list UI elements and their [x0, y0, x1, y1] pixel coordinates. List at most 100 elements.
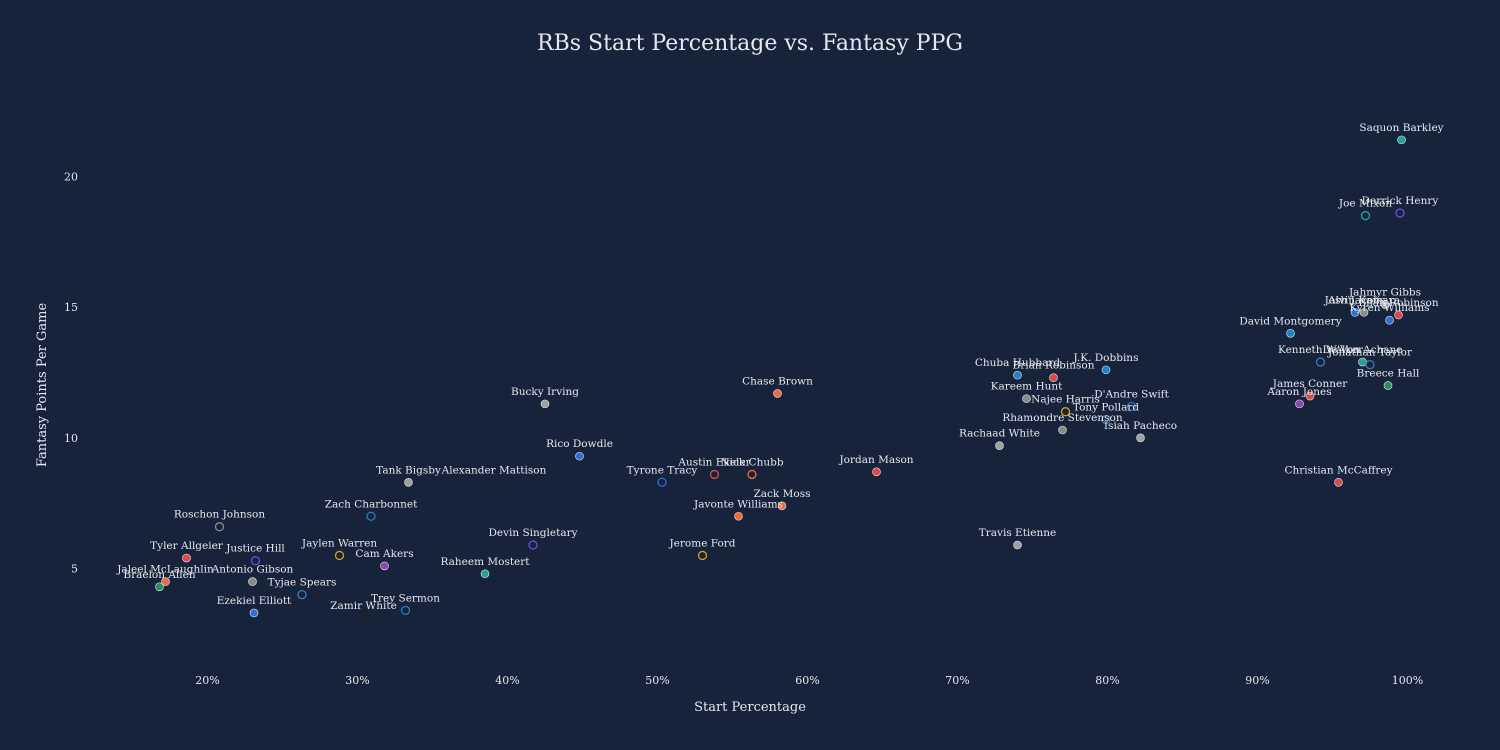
- data-point-label: Kyren Williams: [1349, 302, 1429, 314]
- data-point-label: Kareem Hunt: [991, 381, 1064, 393]
- data-point-label: Bucky Irving: [511, 386, 579, 398]
- x-tick-label: 40%: [495, 674, 519, 687]
- data-point[interactable]: [697, 550, 708, 561]
- data-point-label: Kenneth Walker: [1278, 344, 1364, 356]
- data-point-label: Braelon Allen: [123, 569, 196, 581]
- data-point[interactable]: [182, 553, 191, 563]
- data-point[interactable]: [734, 511, 743, 521]
- data-point[interactable]: [214, 522, 225, 532]
- data-point[interactable]: [657, 477, 667, 487]
- data-point[interactable]: [709, 469, 720, 480]
- data-point[interactable]: [995, 441, 1004, 450]
- data-point[interactable]: [1360, 211, 1371, 221]
- data-point[interactable]: [380, 561, 389, 571]
- data-point[interactable]: [1358, 357, 1367, 367]
- data-point[interactable]: [249, 608, 259, 618]
- data-point[interactable]: [489, 477, 499, 487]
- data-point[interactable]: [248, 577, 257, 586]
- data-point-label: Justice Hill: [225, 543, 285, 555]
- data-point-label: Tank Bigsby: [376, 464, 441, 476]
- data-point[interactable]: [1350, 308, 1360, 317]
- x-tick-label: 30%: [345, 674, 369, 687]
- y-axis-title: Fantasy Points Per Game: [35, 303, 50, 468]
- data-point-label: Christian McCaffrey: [1284, 464, 1392, 476]
- data-point-label: Ezekiel Elliott: [217, 595, 292, 607]
- data-point[interactable]: [1101, 414, 1111, 425]
- data-point[interactable]: [1397, 135, 1406, 145]
- data-point-label: Aaron Jones: [1266, 386, 1331, 398]
- data-point-label: Alexander Mattison: [441, 464, 547, 476]
- data-point-label: Tyler Allgeier: [150, 540, 224, 552]
- data-point[interactable]: [1013, 370, 1022, 380]
- data-point[interactable]: [1136, 433, 1145, 443]
- data-point[interactable]: [1058, 425, 1067, 435]
- data-point[interactable]: [1359, 308, 1369, 317]
- data-point[interactable]: [1334, 477, 1343, 487]
- data-point[interactable]: [400, 605, 411, 615]
- data-point-label: Jaylen Warren: [301, 537, 377, 549]
- data-point[interactable]: [250, 556, 261, 566]
- data-point-label: Joe Mixon: [1338, 198, 1392, 210]
- data-point[interactable]: [773, 389, 782, 398]
- data-point[interactable]: [1286, 328, 1295, 338]
- data-point[interactable]: [1395, 208, 1405, 218]
- data-point[interactable]: [1013, 540, 1022, 550]
- data-point-label: Rhamondre Stevenson: [1002, 412, 1123, 424]
- data-point-label: Brian Robinson: [1013, 360, 1095, 372]
- data-point[interactable]: [1365, 360, 1375, 370]
- data-point[interactable]: [297, 590, 307, 600]
- data-point-label: Devin Singletary: [488, 527, 577, 539]
- data-point-label: Rico Dowdle: [546, 438, 613, 450]
- x-tick-label: 100%: [1392, 674, 1423, 687]
- data-point[interactable]: [1126, 401, 1137, 412]
- data-point-label: Travis Etienne: [979, 527, 1057, 539]
- data-point-label: James Conner: [1272, 378, 1348, 390]
- data-point[interactable]: [1383, 381, 1393, 390]
- data-point[interactable]: [540, 399, 550, 409]
- data-point[interactable]: [1101, 365, 1111, 375]
- data-point-label: Austin Ekeler: [677, 456, 751, 468]
- data-point-label: Jerome Ford: [668, 537, 735, 549]
- data-point[interactable]: [1049, 373, 1058, 383]
- data-point-label: Antonio Gibson: [211, 564, 294, 576]
- data-point-label: Jordan Mason: [838, 454, 913, 466]
- data-point-label: Zach Charbonnet: [325, 498, 418, 510]
- data-point[interactable]: [1305, 391, 1315, 401]
- data-point-label: Jahmyr Gibbs: [1348, 287, 1421, 299]
- data-point[interactable]: [747, 469, 757, 480]
- data-point[interactable]: [334, 550, 345, 561]
- data-point[interactable]: [1380, 300, 1390, 309]
- data-point-label: Najee Harris: [1031, 394, 1100, 406]
- data-point[interactable]: [872, 467, 881, 477]
- data-point[interactable]: [1385, 315, 1394, 325]
- y-tick-label: 20: [64, 170, 78, 183]
- y-axis-ticks: 5 10 15 20: [64, 170, 78, 575]
- data-point-label: Isiah Pacheco: [1104, 420, 1177, 432]
- data-point-label: Bijan Robinson: [1358, 297, 1438, 309]
- data-point-label: Tony Pollard: [1073, 402, 1139, 414]
- data-point-label: David Montgomery: [1239, 315, 1341, 327]
- data-point-label: Raheem Mostert: [440, 556, 530, 568]
- data-point[interactable]: [1394, 310, 1403, 320]
- data-point[interactable]: [1060, 407, 1071, 417]
- y-tick-label: 10: [64, 432, 78, 445]
- data-point[interactable]: [1315, 357, 1326, 367]
- data-point-label: Tyrone Tracy: [627, 464, 698, 476]
- data-point[interactable]: [404, 477, 413, 487]
- data-point[interactable]: [575, 451, 584, 461]
- x-tick-label: 60%: [795, 674, 819, 687]
- data-point[interactable]: [161, 577, 170, 586]
- data-point[interactable]: [1022, 394, 1031, 403]
- data-point[interactable]: [480, 569, 490, 579]
- data-point-label: Nick Chubb: [720, 456, 783, 468]
- data-point[interactable]: [155, 582, 164, 592]
- data-point[interactable]: [528, 540, 538, 550]
- data-point[interactable]: [366, 511, 376, 521]
- data-point[interactable]: [358, 613, 369, 623]
- data-point[interactable]: [1295, 399, 1304, 409]
- data-point[interactable]: [777, 501, 787, 511]
- data-point-label: J.K. Dobbins: [1073, 352, 1139, 364]
- y-tick-label: 5: [71, 563, 78, 576]
- data-point-label: Tyjae Spears: [268, 577, 337, 589]
